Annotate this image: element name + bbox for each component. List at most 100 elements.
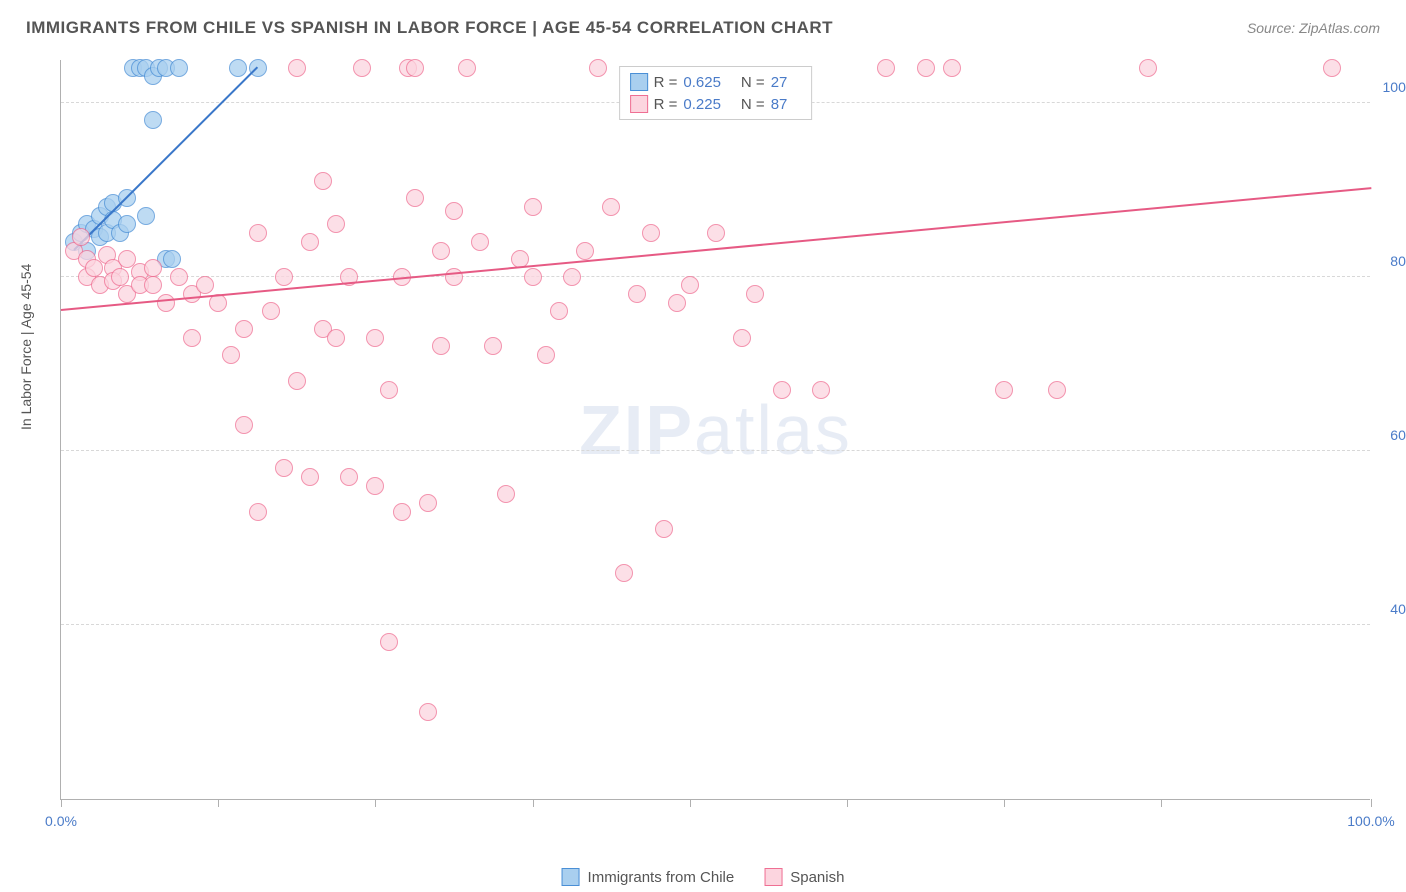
scatter-point-spanish	[563, 268, 581, 286]
scatter-point-spanish	[707, 224, 725, 242]
scatter-point-spanish	[458, 59, 476, 77]
scatter-point-spanish	[340, 468, 358, 486]
r-value-spanish: 0.225	[683, 96, 721, 113]
scatter-point-spanish	[235, 320, 253, 338]
scatter-point-spanish	[262, 302, 280, 320]
scatter-point-spanish	[183, 329, 201, 347]
scatter-point-chile	[229, 59, 247, 77]
legend-item-chile: Immigrants from Chile	[562, 868, 735, 886]
x-tick	[218, 799, 219, 807]
scatter-point-spanish	[419, 494, 437, 512]
scatter-point-spanish	[432, 337, 450, 355]
grid-line	[61, 624, 1370, 625]
x-tick	[1161, 799, 1162, 807]
scatter-point-spanish	[406, 189, 424, 207]
scatter-point-spanish	[1048, 381, 1066, 399]
scatter-point-spanish	[1139, 59, 1157, 77]
scatter-point-spanish	[327, 215, 345, 233]
scatter-point-spanish	[366, 329, 384, 347]
scatter-point-spanish	[144, 276, 162, 294]
scatter-point-chile	[144, 111, 162, 129]
scatter-point-spanish	[301, 233, 319, 251]
y-axis-label: In Labor Force | Age 45-54	[18, 264, 34, 430]
scatter-point-spanish	[275, 459, 293, 477]
r-value-chile: 0.625	[683, 74, 721, 91]
r-label: R =	[654, 96, 678, 113]
scatter-point-spanish	[327, 329, 345, 347]
y-tick-label: 100.0%	[1375, 79, 1406, 95]
scatter-point-spanish	[615, 564, 633, 582]
y-tick-label: 80.0%	[1375, 253, 1406, 269]
x-tick-label: 100.0%	[1347, 813, 1394, 829]
scatter-point-spanish	[642, 224, 660, 242]
scatter-point-spanish	[170, 268, 188, 286]
scatter-point-spanish	[773, 381, 791, 399]
swatch-chile	[630, 73, 648, 91]
scatter-point-spanish	[275, 268, 293, 286]
x-tick	[847, 799, 848, 807]
legend-label-chile: Immigrants from Chile	[588, 869, 735, 886]
scatter-point-spanish	[497, 485, 515, 503]
chart-title: IMMIGRANTS FROM CHILE VS SPANISH IN LABO…	[26, 18, 833, 38]
scatter-point-spanish	[380, 381, 398, 399]
chart-area: ZIPatlas R = 0.625 N = 27 R = 0.225 N = …	[60, 60, 1370, 800]
source-label: Source: ZipAtlas.com	[1247, 20, 1380, 36]
swatch-spanish	[764, 868, 782, 886]
legend-correlation: R = 0.625 N = 27 R = 0.225 N = 87	[619, 66, 813, 120]
scatter-point-spanish	[366, 477, 384, 495]
scatter-point-spanish	[576, 242, 594, 260]
watermark: ZIPatlas	[579, 390, 852, 470]
scatter-point-spanish	[432, 242, 450, 260]
scatter-point-spanish	[445, 202, 463, 220]
scatter-point-spanish	[249, 224, 267, 242]
scatter-point-spanish	[157, 294, 175, 312]
scatter-point-spanish	[655, 520, 673, 538]
scatter-point-spanish	[406, 59, 424, 77]
x-tick	[375, 799, 376, 807]
scatter-point-spanish	[144, 259, 162, 277]
scatter-point-spanish	[471, 233, 489, 251]
scatter-point-spanish	[550, 302, 568, 320]
r-label: R =	[654, 74, 678, 91]
grid-line	[61, 276, 1370, 277]
scatter-point-spanish	[602, 198, 620, 216]
n-value-chile: 27	[771, 74, 788, 91]
x-tick	[1004, 799, 1005, 807]
scatter-point-spanish	[812, 381, 830, 399]
scatter-point-spanish	[733, 329, 751, 347]
swatch-spanish	[630, 95, 648, 113]
scatter-point-spanish	[314, 172, 332, 190]
scatter-point-spanish	[72, 228, 90, 246]
legend-label-spanish: Spanish	[790, 869, 844, 886]
legend-row-spanish: R = 0.225 N = 87	[630, 93, 802, 115]
x-tick	[1371, 799, 1372, 807]
n-value-spanish: 87	[771, 96, 788, 113]
x-tick-label: 0.0%	[45, 813, 77, 829]
scatter-point-spanish	[393, 503, 411, 521]
trend-line-chile	[73, 66, 258, 250]
scatter-point-spanish	[917, 59, 935, 77]
trend-line-spanish	[61, 188, 1371, 312]
scatter-point-chile	[170, 59, 188, 77]
scatter-point-spanish	[196, 276, 214, 294]
scatter-point-spanish	[419, 703, 437, 721]
scatter-point-spanish	[235, 416, 253, 434]
x-tick	[61, 799, 62, 807]
scatter-point-chile	[118, 215, 136, 233]
scatter-point-spanish	[995, 381, 1013, 399]
scatter-point-spanish	[877, 59, 895, 77]
n-label: N =	[741, 74, 765, 91]
x-tick	[690, 799, 691, 807]
y-tick-label: 60.0%	[1375, 427, 1406, 443]
scatter-point-spanish	[111, 268, 129, 286]
scatter-point-spanish	[249, 503, 267, 521]
legend-row-chile: R = 0.625 N = 27	[630, 71, 802, 93]
scatter-point-spanish	[628, 285, 646, 303]
scatter-point-chile	[163, 250, 181, 268]
scatter-point-spanish	[681, 276, 699, 294]
scatter-point-spanish	[589, 59, 607, 77]
scatter-point-spanish	[288, 59, 306, 77]
scatter-point-spanish	[943, 59, 961, 77]
scatter-point-spanish	[537, 346, 555, 364]
grid-line	[61, 450, 1370, 451]
